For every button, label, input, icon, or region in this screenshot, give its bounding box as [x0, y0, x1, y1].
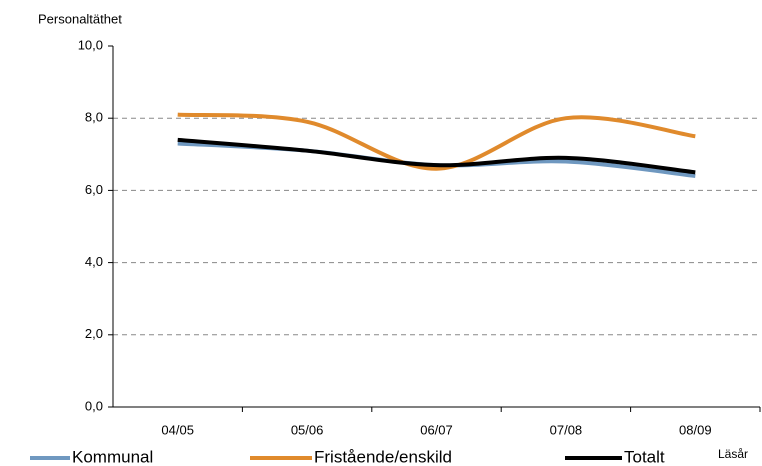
y-tick-label: 6,0	[85, 182, 103, 197]
series-line	[177, 137, 696, 175]
x-tick-label: 08/09	[679, 422, 712, 437]
x-tick-label: 06/07	[420, 422, 453, 437]
y-axis-title: Personaltäthet	[38, 11, 122, 26]
x-tick-label: 04/05	[161, 422, 194, 437]
x-axis-title: Läsår	[718, 447, 748, 461]
legend-label: Totalt	[624, 447, 665, 466]
y-tick-label: 2,0	[85, 326, 103, 341]
legend-label: Fristående/enskild	[314, 447, 452, 466]
y-tick-label: 8,0	[85, 110, 103, 125]
y-tick-label: 4,0	[85, 254, 103, 269]
y-tick-label: 0,0	[85, 398, 103, 413]
x-tick-label: 07/08	[550, 422, 583, 437]
legend-label: Kommunal	[72, 447, 153, 466]
series-line	[177, 141, 696, 178]
x-tick-label: 05/06	[291, 422, 324, 437]
y-tick-label: 10,0	[78, 37, 103, 52]
series-line	[177, 112, 696, 171]
